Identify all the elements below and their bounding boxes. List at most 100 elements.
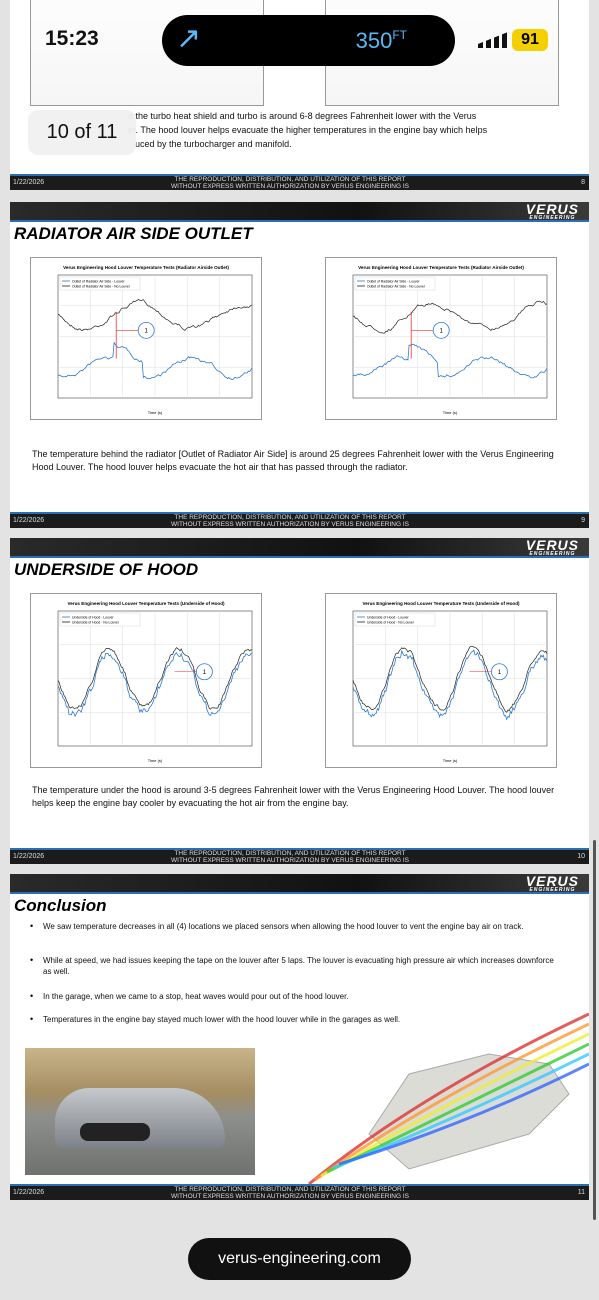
series-line [352, 343, 548, 379]
status-time: 15:23 [45, 27, 99, 50]
legend-box [59, 612, 141, 627]
legend-box [354, 612, 436, 627]
slide-footer: 1/22/2026 THE REPRODUCTION, DISTRIBUTION,… [10, 512, 589, 528]
callout-circle [432, 321, 450, 339]
bullet-dot: • [30, 921, 34, 931]
body-text: d the turbo heat shield and turbo is aro… [128, 111, 477, 121]
footer-page: 9 [581, 517, 585, 524]
footer-date: 1/22/2026 [13, 517, 45, 524]
legend-label: Outlet of Radiator Air Side - Louver [72, 280, 125, 284]
slide: VERUS ENGINEERING RADIATOR AIR SIDE OUTLET… [10, 202, 589, 528]
slide-footer: 1/22/2026 THE REPRODUCTION, DISTRIBUTION,… [10, 848, 589, 864]
bullet-text: In the garage, when we came to a stop, h… [43, 992, 349, 1001]
slide-title: UNDERSIDE OF HOOD [14, 560, 199, 579]
cfd-image [308, 1012, 589, 1184]
legend-label: Outlet of Radiator Air Side - Louver [367, 280, 420, 284]
series-line [352, 645, 548, 713]
legend-box [354, 276, 436, 291]
footer-page: 11 [577, 1189, 585, 1196]
series-line [352, 649, 548, 721]
bullet-dot: • [30, 1014, 34, 1024]
legend-label: Underside of Hood - No Louver [72, 621, 120, 625]
footer-notice: THE REPRODUCTION, DISTRIBUTION, AND UTIL… [171, 1186, 409, 1200]
slide-footer: 1/22/2026 THE REPRODUCTION, DISTRIBUTION,… [10, 1184, 589, 1200]
x-axis-label: Time (s) [443, 758, 458, 763]
flow-line [314, 1022, 589, 1182]
brand-sub: ENGINEERING [529, 551, 576, 557]
brand-logo: VERUS ENGINEERING [525, 874, 579, 893]
callout-label: 1 [498, 670, 502, 676]
callout-label: 1 [440, 328, 444, 334]
chart-title: Verus Engineering Hood Louver Temperatur… [63, 265, 229, 270]
legend-label: Outlet of Radiator Air Side - No Louver [367, 285, 426, 289]
slide-header: VERUS ENGINEERING [10, 202, 589, 222]
car-grille [80, 1123, 150, 1141]
legend-box [59, 276, 141, 291]
flow-line [308, 1012, 589, 1184]
footer-notice: THE REPRODUCTION, DISTRIBUTION, AND UTIL… [171, 850, 409, 864]
slide-title: Conclusion [14, 896, 107, 915]
callout-label: 1 [145, 328, 149, 334]
callout-label: 1 [203, 670, 207, 676]
brand-logo: VERUS ENGINEERING [525, 538, 579, 557]
footer-notice: THE REPRODUCTION, DISTRIBUTION, AND UTIL… [171, 176, 409, 190]
page-indicator: 10 of 11 [28, 110, 136, 155]
callout-circle [137, 321, 155, 339]
bullet-text: We saw temperature decreases in all (4) … [43, 922, 524, 931]
series-line [57, 647, 253, 710]
series-line [57, 298, 253, 332]
legend-label: Underside of Hood - Louver [72, 616, 115, 620]
series-line [57, 341, 253, 381]
slide-title: RADIATOR AIR SIDE OUTLET [14, 224, 253, 243]
footer-page: 10 [577, 853, 585, 860]
bullet-dot: • [30, 955, 34, 965]
body-text: The temperature behind the radiator [Out… [32, 449, 554, 472]
car-photo [25, 1048, 255, 1175]
bullet-text: While at speed, we had issues keeping th… [43, 956, 554, 976]
slide-header: VERUS ENGINEERING [10, 538, 589, 558]
footer-date: 1/22/2026 [13, 853, 45, 860]
footer-date: 1/22/2026 [13, 179, 45, 186]
footer-notice: THE REPRODUCTION, DISTRIBUTION, AND UTIL… [171, 514, 409, 528]
callout-circle [195, 663, 213, 681]
footer-page: 8 [581, 179, 585, 186]
body-text: The temperature under the hood is around… [32, 785, 555, 808]
chart-image: Verus Engineering Hood Louver Temperatur… [325, 257, 557, 420]
flow-line [338, 1062, 589, 1166]
x-axis-label: Time (s) [148, 410, 163, 415]
slide-footer: 1/22/2026 THE REPRODUCTION, DISTRIBUTION,… [10, 174, 589, 190]
callout-circle [490, 663, 508, 681]
nav-distance: 350FT [355, 28, 407, 53]
chart-title: Verus Engineering Hood Louver Temperatur… [358, 265, 524, 270]
x-axis-label: Time (s) [148, 758, 163, 763]
footer-date: 1/22/2026 [13, 1189, 45, 1196]
chart-image: Verus Engineering Hood Louver Temperatur… [30, 257, 262, 420]
body-text: er. The hood louver helps evacuate the h… [128, 125, 488, 135]
flow-line [320, 1032, 589, 1178]
nav-unit: FT [392, 28, 407, 42]
legend-label: Underside of Hood - Louver [367, 616, 410, 620]
url-bar[interactable]: verus-engineering.com [188, 1238, 411, 1280]
chart-title: Verus Engineering Hood Louver Temperatur… [362, 601, 520, 606]
scroll-indicator [593, 840, 596, 1220]
slide-header: VERUS ENGINEERING [10, 874, 589, 894]
chart-image: Verus Engineering Hood Louver Temperatur… [325, 593, 557, 768]
bullet-dot: • [30, 991, 34, 1001]
legend-label: Underside of Hood - No Louver [367, 621, 415, 625]
battery: 91 [512, 29, 548, 51]
chart-image: Verus Engineering Hood Louver Temperatur… [30, 593, 262, 768]
chart-title: Verus Engineering Hood Louver Temperatur… [67, 601, 225, 606]
nav-arrow: ↗ [176, 22, 202, 55]
brand-sub: ENGINEERING [529, 215, 576, 221]
body-text: uced by the turbocharger and manifold. [135, 139, 292, 149]
bullet-text: Temperatures in the engine bay stayed mu… [43, 1015, 401, 1024]
legend-label: Outlet of Radiator Air Side - No Louver [72, 285, 131, 289]
x-axis-label: Time (s) [443, 410, 458, 415]
slide: VERUS ENGINEERING Conclusion • We saw temper… [10, 874, 589, 1200]
brand-sub: ENGINEERING [529, 887, 576, 893]
series-line [353, 300, 548, 334]
brand-logo: VERUS ENGINEERING [525, 202, 579, 221]
dynamic-island: ↗ 350FT [162, 15, 455, 66]
slide: VERUS ENGINEERING UNDERSIDE OF HOOD Verus E… [10, 538, 589, 864]
